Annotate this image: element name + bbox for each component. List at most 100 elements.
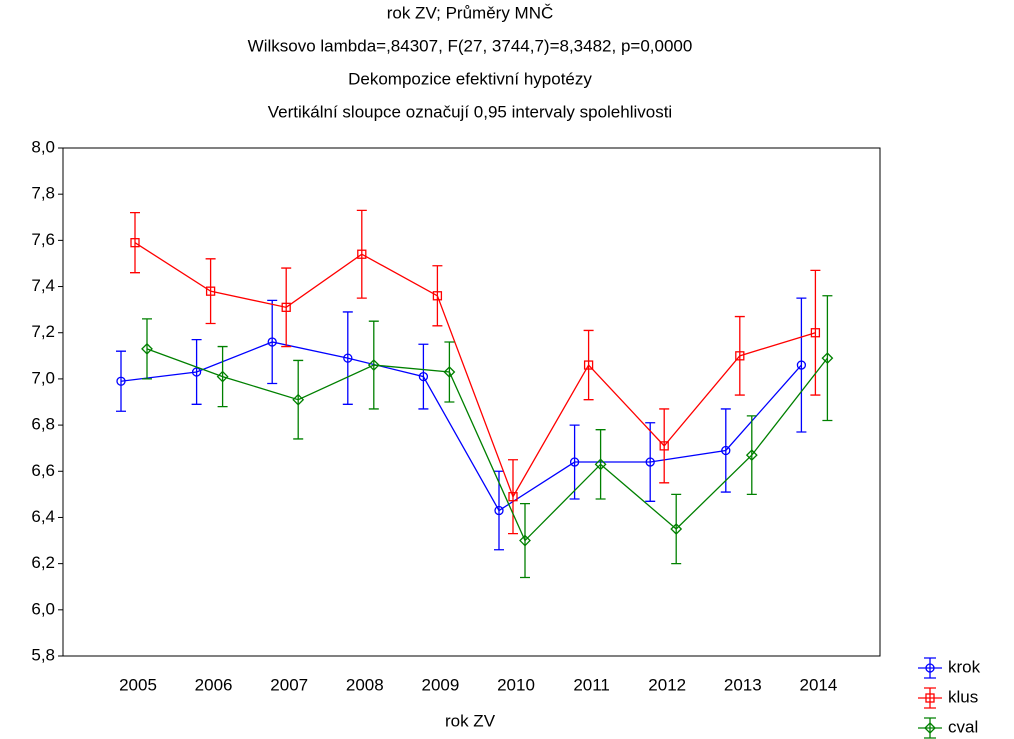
error-bar (520, 502, 530, 579)
marker (924, 722, 936, 734)
marker (130, 238, 140, 248)
error-bar (595, 429, 606, 500)
error-bar (746, 415, 757, 496)
y-tick-label: 6,8 (31, 415, 55, 434)
series-line (134, 242, 816, 499)
chart-title: Dekompozice efektivní hypotézy (348, 69, 592, 88)
marker (281, 302, 291, 312)
marker (659, 441, 669, 451)
y-tick-label: 7,6 (31, 230, 55, 249)
error-bar (342, 311, 353, 405)
x-tick-label: 2010 (497, 675, 535, 694)
marker (191, 367, 202, 377)
marker (735, 351, 745, 361)
chart-title: rok ZV; Průměry MNČ (387, 3, 554, 22)
plot-frame (62, 147, 881, 657)
error-bar (583, 329, 594, 401)
marker (810, 328, 821, 338)
marker (216, 370, 229, 383)
legend-symbol (918, 717, 942, 739)
legend-label: krok (948, 657, 981, 676)
error-bar (142, 318, 152, 380)
marker (594, 458, 607, 471)
x-tick-label: 2006 (195, 675, 233, 694)
x-tick-label: 2008 (346, 675, 384, 694)
x-axis-label: rok ZV (445, 711, 496, 730)
error-bar (191, 339, 202, 405)
error-bar (508, 459, 518, 535)
x-tick-label: 2011 (573, 675, 610, 694)
error-bar (822, 295, 833, 422)
error-bar (494, 470, 504, 551)
marker (367, 359, 380, 371)
marker (925, 663, 935, 673)
legend-label: klus (948, 687, 978, 706)
chart-title: Vertikální sloupce označují 0,95 interva… (268, 102, 672, 121)
x-tick-label: 2013 (724, 675, 762, 694)
error-bar (293, 359, 304, 440)
y-tick-label: 7,0 (31, 368, 55, 387)
legend-label: cval (948, 717, 978, 736)
y-tick-label: 6,4 (31, 507, 55, 526)
marker (796, 360, 807, 370)
marker (116, 376, 126, 386)
marker (670, 523, 683, 535)
y-tick-label: 6,0 (31, 599, 55, 618)
error-bar (671, 493, 682, 565)
marker (357, 249, 367, 259)
error-bar (130, 212, 140, 274)
marker (508, 492, 518, 502)
marker (205, 286, 216, 296)
error-bar (368, 320, 379, 410)
x-tick-label: 2014 (799, 675, 837, 694)
error-bar (734, 315, 745, 396)
error-bar (418, 343, 429, 410)
marker (645, 457, 655, 467)
marker (821, 352, 834, 365)
marker (745, 449, 758, 462)
error-bar (116, 350, 126, 412)
marker (267, 337, 277, 347)
y-tick-label: 6,6 (31, 461, 55, 480)
y-tick-label: 7,4 (31, 276, 55, 295)
error-bar (569, 424, 580, 500)
marker (925, 693, 935, 703)
marker (141, 342, 153, 355)
chart-title: Wilksovo lambda=,84307, F(27, 3744,7)=8,… (248, 36, 693, 55)
x-tick-label: 2009 (421, 675, 459, 694)
marker (292, 393, 305, 406)
y-tick-label: 7,8 (31, 184, 55, 203)
marker (443, 366, 456, 378)
series-line (120, 341, 802, 512)
y-tick-label: 7,2 (31, 322, 55, 341)
error-bar (267, 299, 278, 385)
error-bar (720, 408, 731, 493)
error-bar (356, 209, 367, 299)
marker (418, 371, 429, 382)
x-tick-label: 2005 (119, 675, 157, 694)
series-line (146, 348, 828, 542)
legend-symbol (918, 657, 942, 679)
error-bar (659, 408, 670, 484)
marker (583, 360, 594, 370)
y-tick-label: 6,2 (31, 553, 55, 572)
marker (494, 505, 504, 516)
marker (432, 291, 443, 301)
x-tick-label: 2012 (648, 675, 686, 694)
y-tick-label: 5,8 (31, 645, 55, 664)
error-bar (281, 267, 292, 348)
error-bar (217, 345, 228, 408)
error-bar (205, 258, 216, 325)
marker (721, 445, 731, 456)
error-bar (444, 341, 455, 403)
error-bar (796, 297, 807, 433)
error-bar (645, 422, 656, 502)
marker (569, 457, 580, 467)
error-bar (432, 265, 443, 327)
y-tick-label: 8,0 (31, 137, 55, 156)
marker (343, 353, 353, 363)
marker (519, 534, 531, 547)
x-tick-label: 2007 (270, 675, 308, 694)
legend-symbol (918, 687, 942, 709)
